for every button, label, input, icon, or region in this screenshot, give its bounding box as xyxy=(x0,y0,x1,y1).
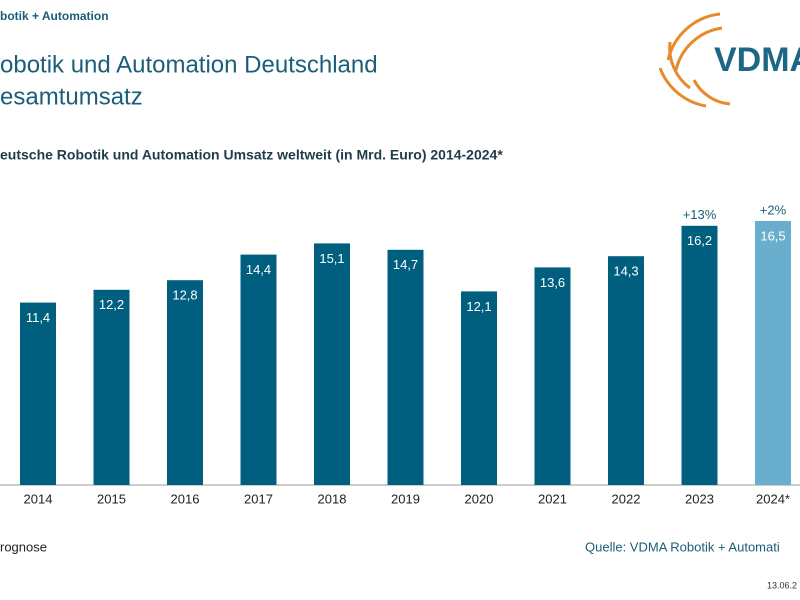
bar xyxy=(240,254,277,485)
value-label: 14,7 xyxy=(393,257,418,272)
x-tick-label: 2016 xyxy=(171,491,200,506)
bar xyxy=(314,243,350,485)
value-label: 16,2 xyxy=(687,233,712,248)
x-tick-label: 2021 xyxy=(538,491,567,506)
header: botik + Automation xyxy=(0,9,109,23)
value-label: 12,8 xyxy=(172,288,197,303)
x-tick-label: 2023 xyxy=(685,491,714,506)
value-label: 14,3 xyxy=(613,264,638,279)
footnote: rognose xyxy=(0,539,47,554)
logo-arc xyxy=(668,41,691,90)
bar xyxy=(461,291,497,485)
source: Quelle: VDMA Robotik + Automati xyxy=(585,539,780,554)
value-label: 11,4 xyxy=(26,310,50,325)
bar xyxy=(387,249,424,485)
bar xyxy=(681,225,718,486)
value-label: 13,6 xyxy=(540,275,565,290)
value-label: 16,5 xyxy=(760,228,785,243)
growth-label: +2% xyxy=(760,202,787,217)
logo xyxy=(658,12,731,108)
x-tick-label: 2020 xyxy=(465,491,494,506)
value-label: 14,4 xyxy=(246,262,271,277)
value-label: 12,1 xyxy=(466,299,491,314)
x-tick-label: 2022 xyxy=(612,491,641,506)
value-label: 12,2 xyxy=(99,297,124,312)
bar xyxy=(608,256,644,485)
growth-label: +13% xyxy=(683,207,717,222)
title-line: obotik und Automation Deutschland xyxy=(0,51,378,78)
x-tick-label: 2018 xyxy=(318,491,347,506)
bar xyxy=(755,221,791,485)
date: 13.06.2 xyxy=(767,580,797,590)
bar xyxy=(534,267,571,485)
x-tick-label: 2014 xyxy=(24,491,53,506)
logo-text: VDMA xyxy=(714,41,800,79)
value-label: 15,1 xyxy=(319,251,344,266)
x-tick-label: 2017 xyxy=(244,491,273,506)
x-tick-label: 2024* xyxy=(756,491,790,506)
logo-arc xyxy=(674,26,723,71)
logo-arc xyxy=(658,67,707,108)
logo-arc xyxy=(692,79,731,106)
bar xyxy=(93,289,130,485)
x-tick-label: 2019 xyxy=(391,491,420,506)
logo-arc xyxy=(666,12,721,61)
title-line: esamtumsatz xyxy=(0,83,143,110)
bar xyxy=(20,302,56,485)
bar xyxy=(167,280,203,485)
subtitle: eutsche Robotik und Automation Umsatz we… xyxy=(0,147,503,163)
x-tick-label: 2015 xyxy=(97,491,126,506)
